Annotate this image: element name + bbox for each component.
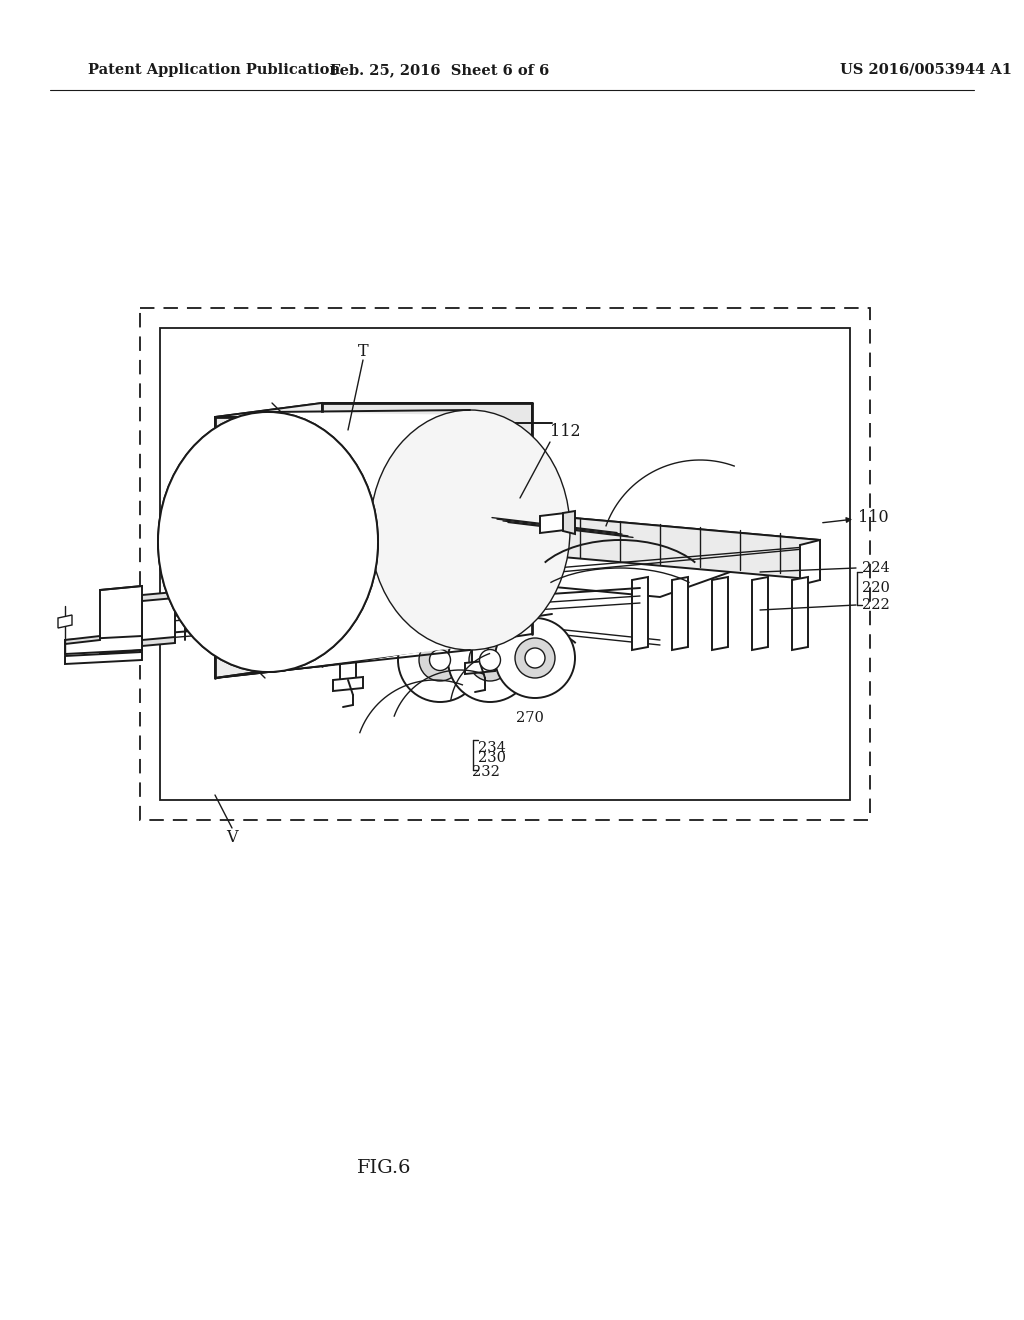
Polygon shape — [333, 677, 362, 690]
Ellipse shape — [495, 618, 575, 698]
Polygon shape — [375, 515, 820, 597]
Polygon shape — [268, 412, 478, 672]
Text: 222: 222 — [862, 598, 890, 612]
Polygon shape — [322, 403, 532, 667]
Polygon shape — [65, 636, 142, 653]
Ellipse shape — [158, 412, 378, 672]
Polygon shape — [712, 577, 728, 649]
Polygon shape — [100, 586, 142, 653]
Text: 230: 230 — [478, 751, 506, 766]
Polygon shape — [540, 515, 820, 579]
Polygon shape — [540, 513, 565, 533]
Ellipse shape — [419, 639, 461, 681]
Polygon shape — [472, 594, 488, 667]
Polygon shape — [142, 595, 175, 643]
Polygon shape — [752, 577, 768, 649]
Polygon shape — [375, 515, 540, 610]
Text: 270: 270 — [516, 711, 544, 725]
Text: US 2016/0053944 A1: US 2016/0053944 A1 — [840, 63, 1012, 77]
Polygon shape — [230, 620, 380, 657]
Polygon shape — [142, 638, 175, 645]
Text: Patent Application Publication: Patent Application Publication — [88, 63, 340, 77]
Ellipse shape — [479, 649, 501, 671]
Text: V: V — [226, 829, 238, 846]
Polygon shape — [672, 577, 688, 649]
Ellipse shape — [449, 618, 532, 702]
Ellipse shape — [370, 411, 570, 649]
Ellipse shape — [525, 648, 545, 668]
Bar — [140, 308, 870, 820]
Polygon shape — [65, 652, 142, 664]
Text: 112: 112 — [550, 424, 581, 441]
Polygon shape — [340, 610, 356, 682]
Ellipse shape — [429, 649, 451, 671]
Polygon shape — [65, 636, 100, 644]
Polygon shape — [563, 511, 575, 535]
Ellipse shape — [515, 638, 555, 678]
Polygon shape — [800, 540, 820, 585]
Text: FIG.6: FIG.6 — [356, 1159, 412, 1177]
Text: 110: 110 — [858, 510, 889, 527]
Polygon shape — [792, 577, 808, 649]
Bar — [160, 327, 850, 800]
Ellipse shape — [469, 639, 511, 681]
Text: 224: 224 — [862, 561, 890, 576]
Text: 234: 234 — [478, 741, 506, 755]
Text: 220: 220 — [862, 581, 890, 595]
Polygon shape — [215, 403, 322, 678]
Polygon shape — [142, 591, 175, 601]
Polygon shape — [215, 403, 532, 417]
Ellipse shape — [398, 618, 482, 702]
Ellipse shape — [158, 412, 378, 672]
Polygon shape — [215, 417, 425, 678]
Polygon shape — [58, 615, 72, 628]
Polygon shape — [465, 660, 495, 675]
Text: T: T — [357, 343, 369, 360]
Polygon shape — [632, 577, 648, 649]
Text: 232: 232 — [472, 766, 500, 779]
Text: Feb. 25, 2016  Sheet 6 of 6: Feb. 25, 2016 Sheet 6 of 6 — [331, 63, 550, 77]
Polygon shape — [215, 634, 532, 678]
